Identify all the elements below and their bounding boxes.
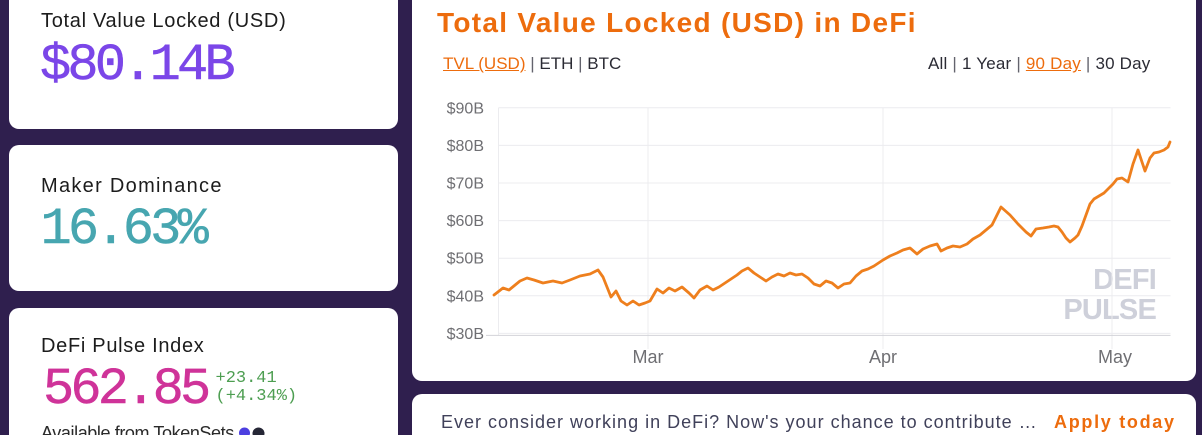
svg-text:$50B: $50B — [447, 251, 484, 268]
svg-text:$70B: $70B — [447, 176, 484, 193]
svg-text:Mar: Mar — [633, 347, 664, 367]
svg-text:PULSE: PULSE — [1063, 294, 1156, 326]
svg-text:$40B: $40B — [447, 288, 484, 305]
svg-text:$30B: $30B — [447, 326, 484, 343]
svg-text:May: May — [1098, 347, 1132, 367]
svg-text:$80B: $80B — [447, 138, 484, 155]
svg-text:Apr: Apr — [869, 347, 897, 367]
svg-text:DEFI: DEFI — [1093, 264, 1156, 296]
svg-text:$90B: $90B — [447, 100, 484, 117]
svg-text:$60B: $60B — [447, 213, 484, 230]
